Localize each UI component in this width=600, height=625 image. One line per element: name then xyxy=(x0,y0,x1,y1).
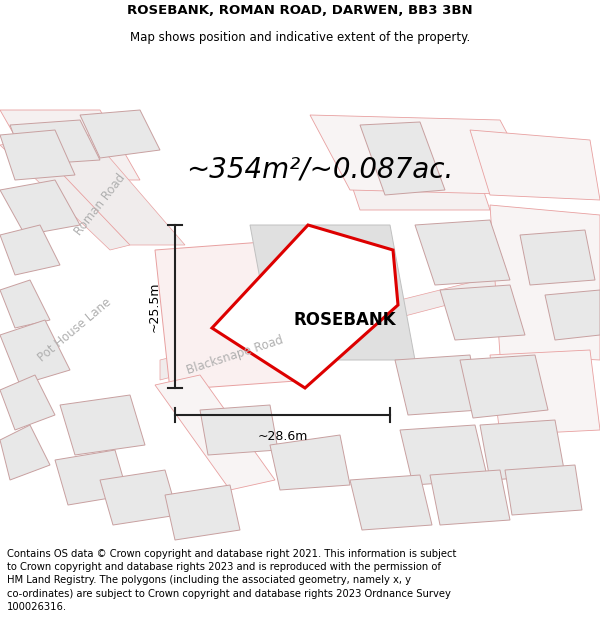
Text: Blacksnape Road: Blacksnape Road xyxy=(185,333,285,377)
Text: ROSEBANK, ROMAN ROAD, DARWEN, BB3 3BN: ROSEBANK, ROMAN ROAD, DARWEN, BB3 3BN xyxy=(127,4,473,18)
Polygon shape xyxy=(400,425,488,485)
Polygon shape xyxy=(60,395,145,455)
Polygon shape xyxy=(0,180,80,235)
Polygon shape xyxy=(155,375,275,490)
Polygon shape xyxy=(250,225,415,360)
Polygon shape xyxy=(520,230,595,285)
Polygon shape xyxy=(0,280,50,328)
Polygon shape xyxy=(460,355,548,418)
Text: Roman Road: Roman Road xyxy=(72,172,128,238)
Polygon shape xyxy=(0,425,50,480)
Text: ROSEBANK: ROSEBANK xyxy=(293,311,397,329)
Polygon shape xyxy=(55,450,128,505)
Polygon shape xyxy=(30,135,185,245)
Text: ~354m²/~0.087ac.: ~354m²/~0.087ac. xyxy=(187,156,454,184)
Polygon shape xyxy=(490,350,600,435)
Polygon shape xyxy=(155,240,310,390)
Text: Contains OS data © Crown copyright and database right 2021. This information is : Contains OS data © Crown copyright and d… xyxy=(7,549,457,612)
Text: Pot House Lane: Pot House Lane xyxy=(36,296,114,364)
Polygon shape xyxy=(0,375,55,430)
Polygon shape xyxy=(480,420,565,480)
Text: ~28.6m: ~28.6m xyxy=(257,430,308,443)
Polygon shape xyxy=(440,285,525,340)
Polygon shape xyxy=(330,120,490,210)
Polygon shape xyxy=(0,225,60,275)
Polygon shape xyxy=(270,435,350,490)
Polygon shape xyxy=(350,475,432,530)
Polygon shape xyxy=(545,290,600,340)
Text: ~25.5m: ~25.5m xyxy=(148,281,161,332)
Polygon shape xyxy=(0,140,130,250)
Polygon shape xyxy=(100,470,178,525)
Polygon shape xyxy=(165,485,240,540)
Polygon shape xyxy=(490,205,600,360)
Polygon shape xyxy=(212,225,398,388)
Polygon shape xyxy=(0,110,140,180)
Polygon shape xyxy=(430,470,510,525)
Polygon shape xyxy=(470,130,600,200)
Polygon shape xyxy=(80,110,160,158)
Polygon shape xyxy=(415,220,510,285)
Polygon shape xyxy=(360,122,445,195)
Polygon shape xyxy=(395,355,480,415)
Polygon shape xyxy=(160,250,600,380)
Polygon shape xyxy=(505,465,582,515)
Polygon shape xyxy=(200,405,278,455)
Polygon shape xyxy=(0,320,70,385)
Polygon shape xyxy=(310,115,540,195)
Polygon shape xyxy=(0,130,75,180)
Polygon shape xyxy=(10,120,100,165)
Text: Map shows position and indicative extent of the property.: Map shows position and indicative extent… xyxy=(130,31,470,44)
